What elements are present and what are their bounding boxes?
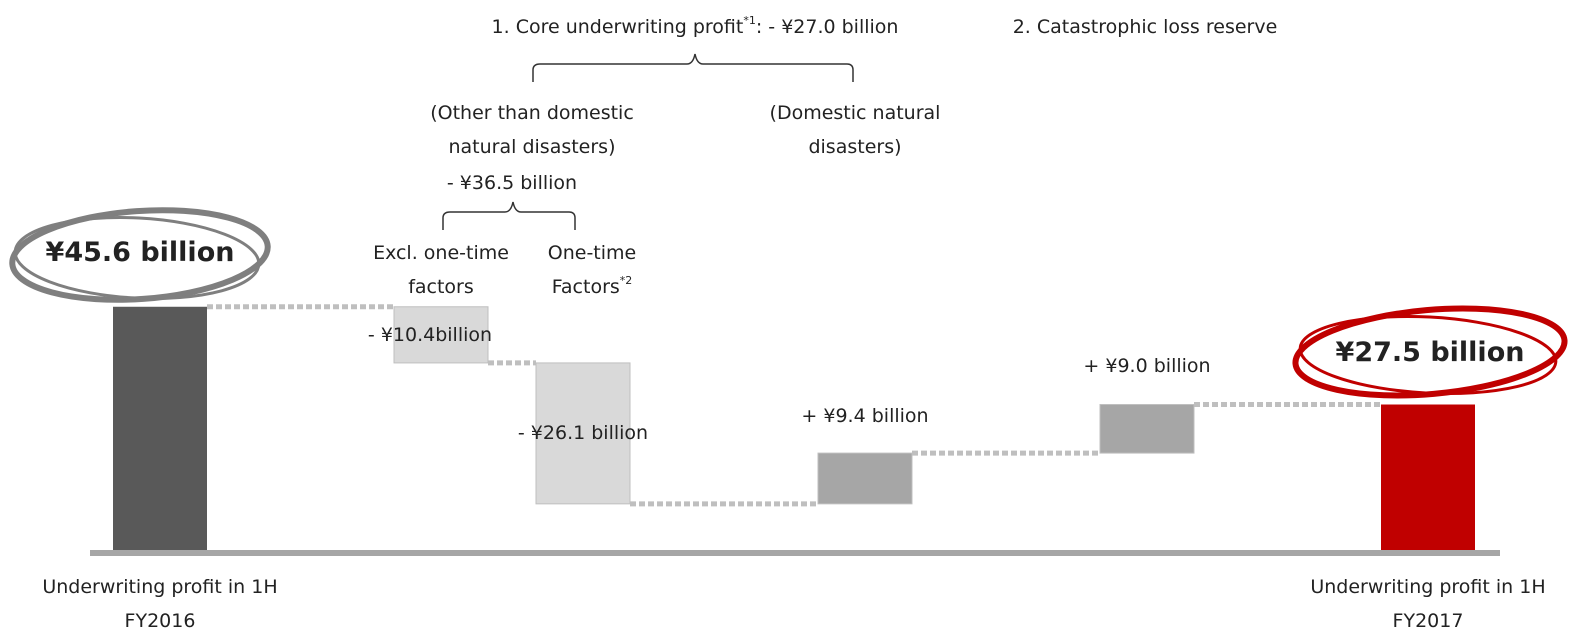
text: *1 [743,14,756,27]
text: ¥45.6 billion [45,237,235,268]
circle [1298,314,1558,396]
value-label: + ¥9.0 billion [1083,349,1210,383]
annotation: 1. Core underwriting profit*1: - ¥27.0 b… [492,10,899,44]
annotation: (Other than domestic natural disasters) [412,96,652,164]
text: One-time Factors [547,242,637,298]
bar [817,452,913,505]
text: - ¥36.5 billion [446,172,578,194]
bracket [442,201,576,230]
brackets [442,53,854,230]
value-label: + ¥9.4 billion [801,399,928,433]
text: + ¥9.0 billion [1083,355,1211,377]
text: Excl. one-time factors [373,242,509,298]
bar [113,306,207,553]
text: ¥27.5 billion [1335,337,1525,368]
text: - ¥10.4billion [367,324,493,346]
annotation: 2. Catastrophic loss reserve [1013,10,1278,44]
bracket [532,53,854,82]
bar [1099,404,1195,454]
bar [1381,404,1475,553]
text: : - ¥27.0 billion [755,16,899,38]
annotation: Excl. one-time factors [361,236,521,304]
text: - ¥26.1 billion [517,422,649,444]
text: *2 [619,274,633,287]
bar [393,306,489,364]
value-label: - ¥26.1 billion [518,416,648,450]
text: 2. Catastrophic loss reserve [1012,16,1278,38]
annotation: - ¥36.5 billion [447,166,577,200]
text: + ¥9.4 billion [801,405,929,427]
highlight-circles [9,207,1568,399]
text: (Domestic natural disasters) [769,102,941,158]
circle [13,216,261,300]
annotation: (Domestic natural disasters) [760,96,950,164]
value-label: - ¥10.4billion [368,318,492,352]
value-label: ¥45.6 billion [46,236,235,270]
x-tick-label: Underwriting profit in 1H FY2016 [40,570,280,638]
text: 1. Core underwriting profit [491,16,744,38]
text: Underwriting profit in 1H FY2017 [1310,576,1546,632]
value-label: ¥27.5 billion [1336,336,1525,370]
bar [535,362,631,505]
x-tick-label: Underwriting profit in 1H FY2017 [1308,570,1548,638]
annotation: One-time Factors*2 [532,236,652,304]
text: (Other than domestic natural disasters) [430,102,634,158]
text: Underwriting profit in 1H FY2016 [42,576,278,632]
